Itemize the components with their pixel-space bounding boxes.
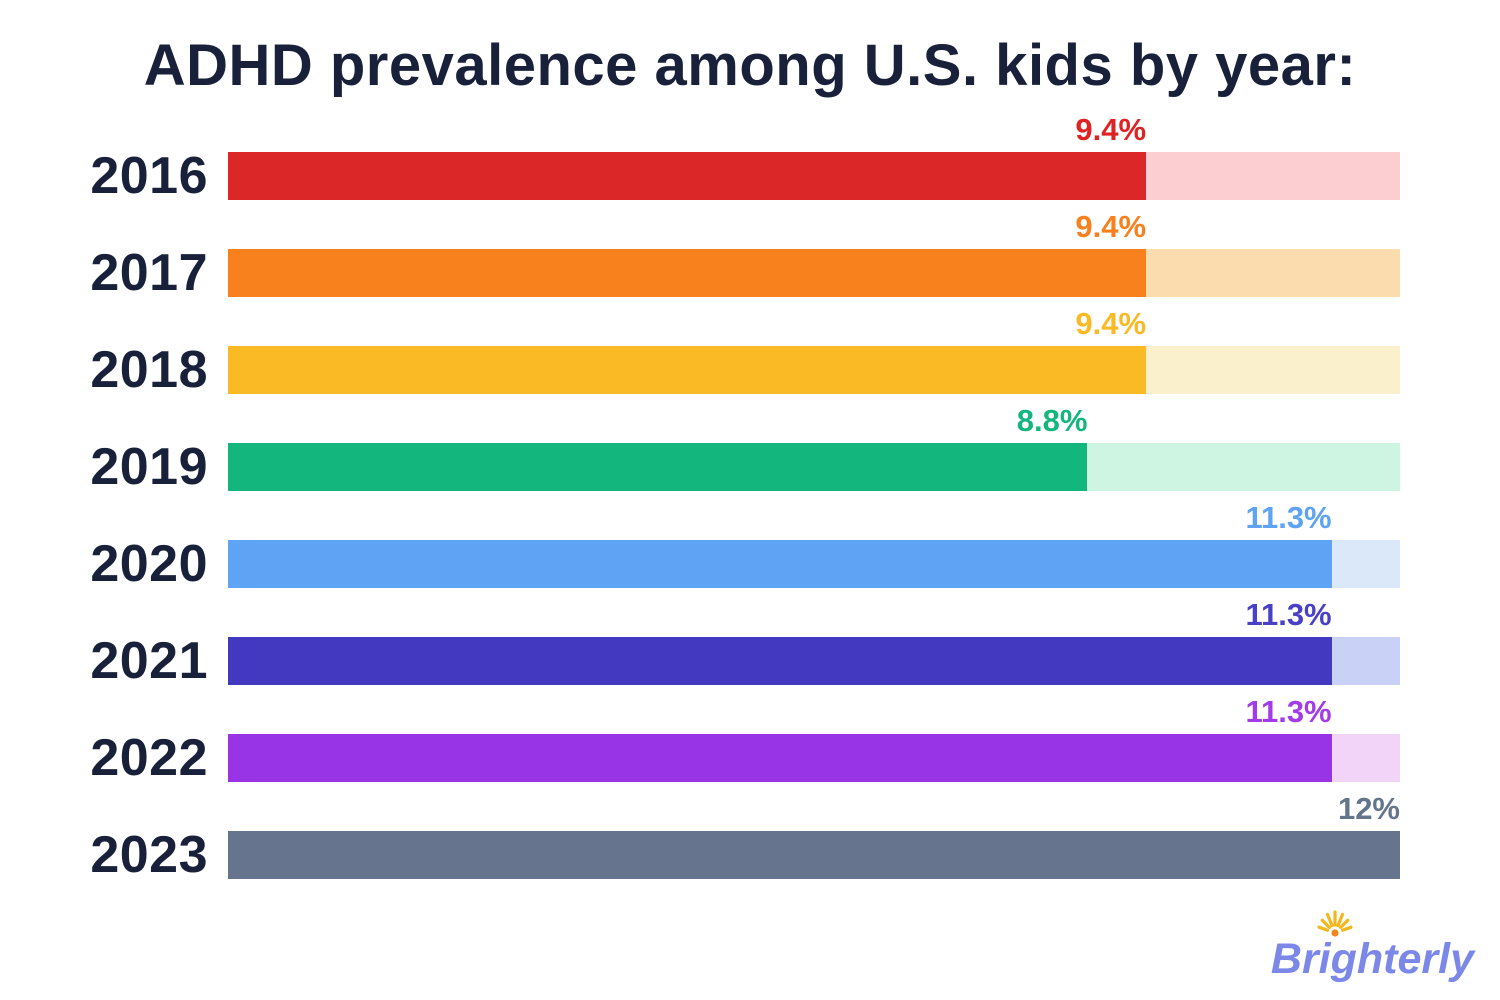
chart-row: 2017 9.4% [60,209,1400,302]
value-label: 11.3% [1245,500,1332,535]
value-label: 8.8% [1016,403,1088,438]
bar-track [228,346,1400,394]
value-label: 9.4% [1075,112,1147,147]
bar-area: 9.4% [228,306,1400,394]
bar-fill [228,734,1332,782]
bar-track [228,637,1400,685]
value-label: 11.3% [1245,597,1332,632]
bar-fill [228,249,1147,297]
chart-title: ADHD prevalence among U.S. kids by year: [143,33,1357,98]
chart-row: 2022 11.3% [60,694,1400,787]
brighterly-logo: Brighterly [1270,910,1474,984]
year-label: 2017 [90,244,208,302]
year-label: 2021 [90,632,208,690]
bar-area: 11.3% [228,597,1400,685]
sun-icon [1317,910,1353,937]
year-label: 2022 [90,729,208,787]
bar-track [228,249,1400,297]
bar-area: 9.4% [228,209,1400,297]
value-label: 9.4% [1075,306,1147,341]
bar-fill [228,152,1147,200]
bar-track [228,540,1400,588]
logo-text: Brighterly [1270,935,1474,983]
bar-area: 11.3% [228,500,1400,588]
bar-area: 8.8% [228,403,1400,491]
bar-track [228,443,1400,491]
bar-fill [228,637,1332,685]
bar-area: 11.3% [228,694,1400,782]
year-label: 2016 [90,147,208,205]
bar-track [228,152,1400,200]
bar-area: 12% [228,791,1400,879]
value-label: 9.4% [1075,209,1147,244]
bar-track [228,734,1400,782]
bar-fill [228,443,1088,491]
bar-fill [228,831,1400,879]
value-label: 11.3% [1245,694,1332,729]
year-label: 2019 [90,438,208,496]
chart-row: 2016 9.4% [60,112,1400,205]
year-label: 2018 [90,341,208,399]
bar-area: 9.4% [228,112,1400,200]
chart-row: 2019 8.8% [60,403,1400,496]
year-label: 2023 [90,826,208,884]
chart-row: 2023 12% [60,791,1400,884]
bar-track [228,831,1400,879]
chart-row: 2020 11.3% [60,500,1400,593]
bar-fill [228,540,1332,588]
chart-row: 2021 11.3% [60,597,1400,690]
year-label: 2020 [90,535,208,593]
value-label: 12% [1337,791,1400,826]
bar-fill [228,346,1147,394]
chart-row: 2018 9.4% [60,306,1400,399]
bar-chart: 2016 9.4% 2017 9.4% 2018 9.4% [60,112,1400,888]
